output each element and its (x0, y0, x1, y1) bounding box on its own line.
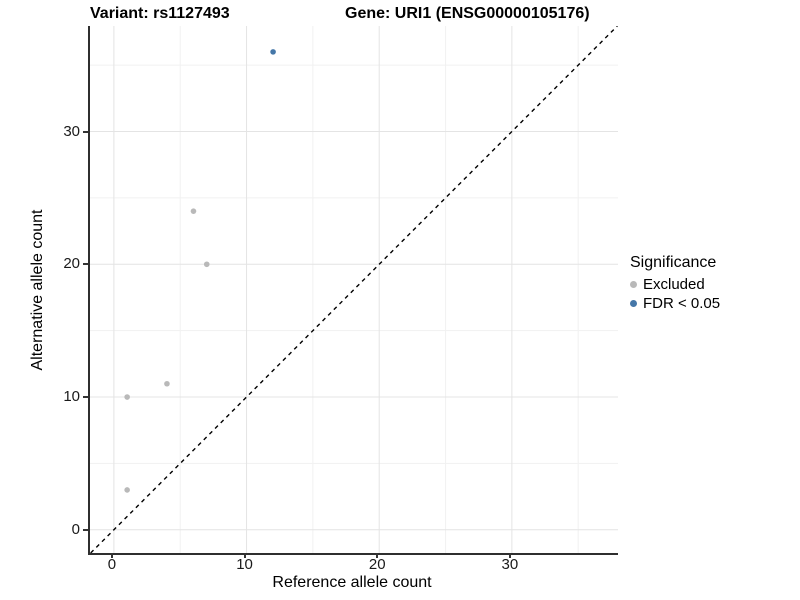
variant-title: Variant: rs1127493 (90, 5, 230, 22)
data-point-excluded (203, 261, 210, 268)
y-axis-title: Alternative allele count (29, 209, 46, 371)
legend-label: Excluded (643, 276, 705, 293)
legend-items: Excluded FDR < 0.05 (630, 275, 720, 313)
identity-line (90, 26, 618, 553)
legend-item-excluded: Excluded (630, 275, 720, 294)
x-tick-label: 0 (107, 556, 117, 573)
y-tick-mark (83, 263, 88, 266)
legend-title: Significance (630, 254, 717, 271)
data-point-excluded (124, 394, 130, 400)
x-tick-mark (243, 553, 246, 558)
y-tick-label: 20 (63, 255, 80, 273)
x-tick-label: 30 (501, 556, 519, 573)
legend-label: FDR < 0.05 (643, 295, 721, 312)
data-point-excluded (190, 208, 197, 214)
y-tick-label: 30 (63, 122, 80, 140)
legend-item-fdr-0-05: FDR < 0.05 (630, 294, 720, 313)
data-point-fdr-0-05 (270, 49, 276, 55)
y-tick-mark (83, 130, 88, 133)
x-axis-title: Reference allele count (272, 574, 432, 591)
y-tick-label: 10 (63, 388, 80, 406)
data-point-excluded (124, 487, 130, 493)
x-tick-mark (110, 553, 113, 558)
y-tick-mark (83, 528, 88, 531)
y-tick-mark (83, 396, 88, 399)
gene-title: Gene: URI1 (ENSG00000105176) (345, 5, 590, 22)
legend-point-icon (630, 281, 637, 288)
legend-point-icon (630, 300, 637, 307)
x-tick-label: 20 (368, 556, 386, 573)
y-tick-label: 0 (71, 520, 80, 538)
x-tick-label: 10 (236, 556, 253, 573)
plot-canvas (90, 26, 618, 553)
x-tick-mark (376, 553, 379, 558)
plot-panel (88, 26, 618, 555)
x-tick-mark (508, 553, 511, 558)
data-point-excluded (164, 380, 170, 387)
legend: Significance Excluded FDR < 0.05 (630, 254, 720, 313)
